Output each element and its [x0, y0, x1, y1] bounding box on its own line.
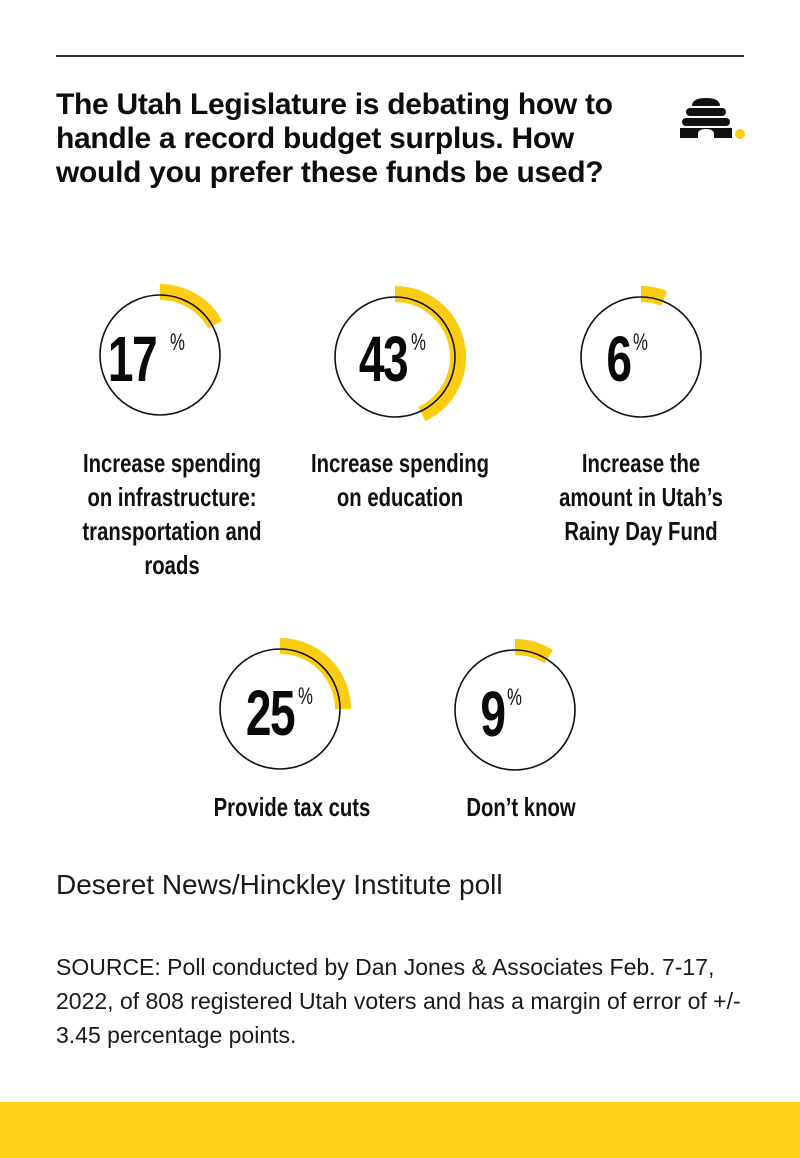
value-text: 17 [107, 323, 158, 395]
source-note: SOURCE: Poll conducted by Dan Jones & As… [56, 954, 741, 1048]
category-label: Don’t know [466, 792, 576, 822]
value-text: 9 [480, 678, 507, 750]
ring-svg [334, 286, 466, 422]
value-text: 25 [245, 677, 296, 749]
ring-chart-dont-know: 9 % [435, 630, 595, 790]
category-label: Increase the amount in Utah’s Rainy Day … [559, 448, 723, 546]
percent-sign: % [633, 329, 648, 356]
value-text: 6 [606, 323, 633, 395]
percent-sign: % [411, 329, 426, 356]
percent-sign: % [170, 329, 185, 356]
ring-chart-rainy-day-fund: 6 % [561, 277, 721, 437]
chart-title: The Utah Legislature is debating how to … [56, 88, 613, 189]
ring-chart-infrastructure: 17 % [80, 275, 240, 435]
percent-sign: % [507, 684, 522, 711]
ring-chart-tax-cuts: 25 % [200, 629, 360, 789]
ring-chart-education: 43 % [315, 277, 475, 437]
ring-svg [580, 286, 702, 418]
footer-color-band [0, 1102, 800, 1158]
poll-attribution: Deseret News/Hinckley Institute poll [56, 869, 503, 900]
beehive-icon [680, 98, 745, 139]
value-text: 43 [358, 323, 409, 395]
ring-svg [454, 639, 576, 771]
category-label: Increase spending on infrastructure: tra… [82, 448, 262, 580]
category-label: Provide tax cuts [213, 792, 371, 822]
top-rule [56, 55, 744, 57]
ring-svg [99, 284, 223, 416]
category-label: Increase spending on education [310, 448, 490, 512]
percent-sign: % [298, 683, 313, 710]
ring-svg [219, 638, 351, 770]
